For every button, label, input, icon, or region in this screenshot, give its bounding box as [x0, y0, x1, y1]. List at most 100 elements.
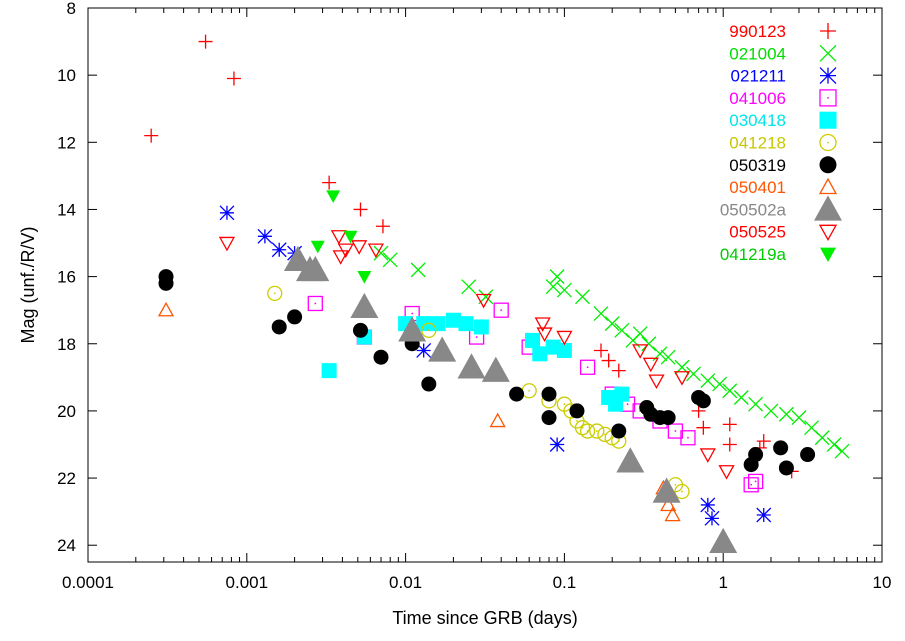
- legend: 990123 021004 021211 041006 030418 041218 0503…: [720, 22, 842, 264]
- data-point-041006: [747, 473, 764, 490]
- data-point-050502a: [652, 477, 681, 503]
- data-point-050319: [353, 322, 369, 338]
- legend-label: 990123: [729, 22, 786, 41]
- data-point-021004: [575, 289, 590, 305]
- legend-label: 050401: [729, 178, 786, 197]
- y-axis-title: Mag (unf./R/V): [18, 226, 38, 343]
- data-point-021004: [722, 383, 738, 399]
- data-point-050319: [695, 393, 711, 409]
- data-point-021004: [660, 349, 676, 365]
- legend-marker: [819, 44, 837, 62]
- data-point-021004: [814, 430, 830, 446]
- data-point-050525: [632, 344, 649, 359]
- data-point-021004: [549, 269, 565, 285]
- data-point-030418: [430, 316, 446, 332]
- data-point-041219a: [343, 230, 358, 244]
- legend-label: 021004: [729, 44, 786, 63]
- data-point-050319: [287, 309, 303, 325]
- data-point-030418: [525, 332, 541, 348]
- legend-marker: [819, 156, 837, 174]
- data-point-041218: [521, 383, 537, 399]
- data-point-030418: [321, 363, 337, 379]
- data-point-050525: [332, 250, 349, 265]
- data-point-050525: [673, 371, 691, 386]
- data-point-041006: [743, 477, 759, 493]
- data-point-041218: [421, 322, 437, 338]
- data-point-021004: [593, 306, 609, 321]
- data-point-050525: [218, 236, 236, 252]
- x-tick-label: 0.1: [553, 573, 577, 592]
- data-point-041219a: [326, 190, 341, 204]
- data-point-050525: [534, 317, 551, 332]
- x-tick-label: 0.001: [226, 573, 269, 592]
- data-point-990123: [696, 420, 711, 435]
- data-point-041219a: [357, 271, 372, 284]
- data-point-041218: [267, 285, 283, 302]
- data-point-050502a: [350, 292, 379, 319]
- data-point-030418: [473, 319, 489, 335]
- data-point-021004: [700, 373, 716, 389]
- x-tick-label: 0.0001: [62, 573, 114, 592]
- y-tick-label: 20: [57, 402, 76, 421]
- data-point-050401: [664, 506, 681, 522]
- legend-label: 030418: [729, 111, 786, 130]
- legend-label: 041218: [729, 134, 786, 153]
- data-point-030418: [532, 346, 548, 362]
- data-points: [144, 34, 850, 554]
- data-point-041006: [307, 295, 323, 312]
- data-point-021004: [410, 262, 426, 278]
- data-point-050502a: [428, 336, 457, 362]
- legend-marker: [819, 89, 837, 107]
- legend-marker: [819, 67, 837, 85]
- data-point-990123: [226, 71, 241, 86]
- data-point-050502a: [481, 356, 510, 382]
- data-point-050319: [569, 403, 585, 419]
- data-point-041006: [579, 359, 596, 375]
- data-point-021004: [556, 282, 572, 298]
- data-point-050319: [373, 349, 389, 365]
- data-point-021211: [549, 437, 565, 452]
- data-point-050319: [541, 386, 557, 402]
- data-point-050525: [475, 293, 492, 309]
- data-point-050502a: [709, 527, 738, 554]
- data-point-050502a: [301, 255, 330, 282]
- data-point-050525: [648, 374, 665, 390]
- data-point-050401: [489, 412, 506, 428]
- data-point-021004: [733, 390, 749, 405]
- data-point-050319: [158, 275, 174, 291]
- data-point-041218: [674, 483, 690, 500]
- data-point-021004: [461, 279, 477, 295]
- x-tick-label: 1: [718, 573, 727, 592]
- data-point-990123: [722, 417, 737, 432]
- data-point-990123: [322, 175, 337, 190]
- y-tick-label: 24: [57, 536, 76, 555]
- data-point-021004: [763, 403, 779, 419]
- data-point-050319: [660, 410, 676, 426]
- data-point-990123: [198, 34, 213, 49]
- data-point-021004: [791, 410, 807, 426]
- data-point-990123: [601, 353, 616, 368]
- data-point-041218: [589, 423, 605, 439]
- data-point-050525: [367, 243, 384, 259]
- data-point-050319: [773, 440, 789, 456]
- legend-marker: [820, 23, 836, 39]
- data-point-021004: [834, 443, 850, 459]
- data-point-030418: [614, 386, 630, 402]
- y-tick-label: 14: [57, 200, 76, 219]
- legend-marker: [818, 177, 838, 195]
- data-point-050525: [536, 327, 553, 343]
- y-tick-label: 16: [57, 268, 76, 287]
- data-point-021211: [700, 497, 716, 513]
- data-point-021004: [748, 396, 764, 412]
- y-tick-label: 22: [57, 469, 76, 488]
- data-point-990123: [756, 434, 771, 449]
- data-point-050319: [421, 376, 437, 392]
- data-point-050502a: [398, 316, 427, 342]
- data-point-050525: [718, 465, 735, 480]
- legend-label: 050319: [729, 156, 786, 175]
- data-point-050319: [271, 319, 287, 335]
- legend-label: 050525: [729, 223, 786, 242]
- data-point-050502a: [616, 447, 645, 473]
- data-point-050525: [351, 240, 368, 255]
